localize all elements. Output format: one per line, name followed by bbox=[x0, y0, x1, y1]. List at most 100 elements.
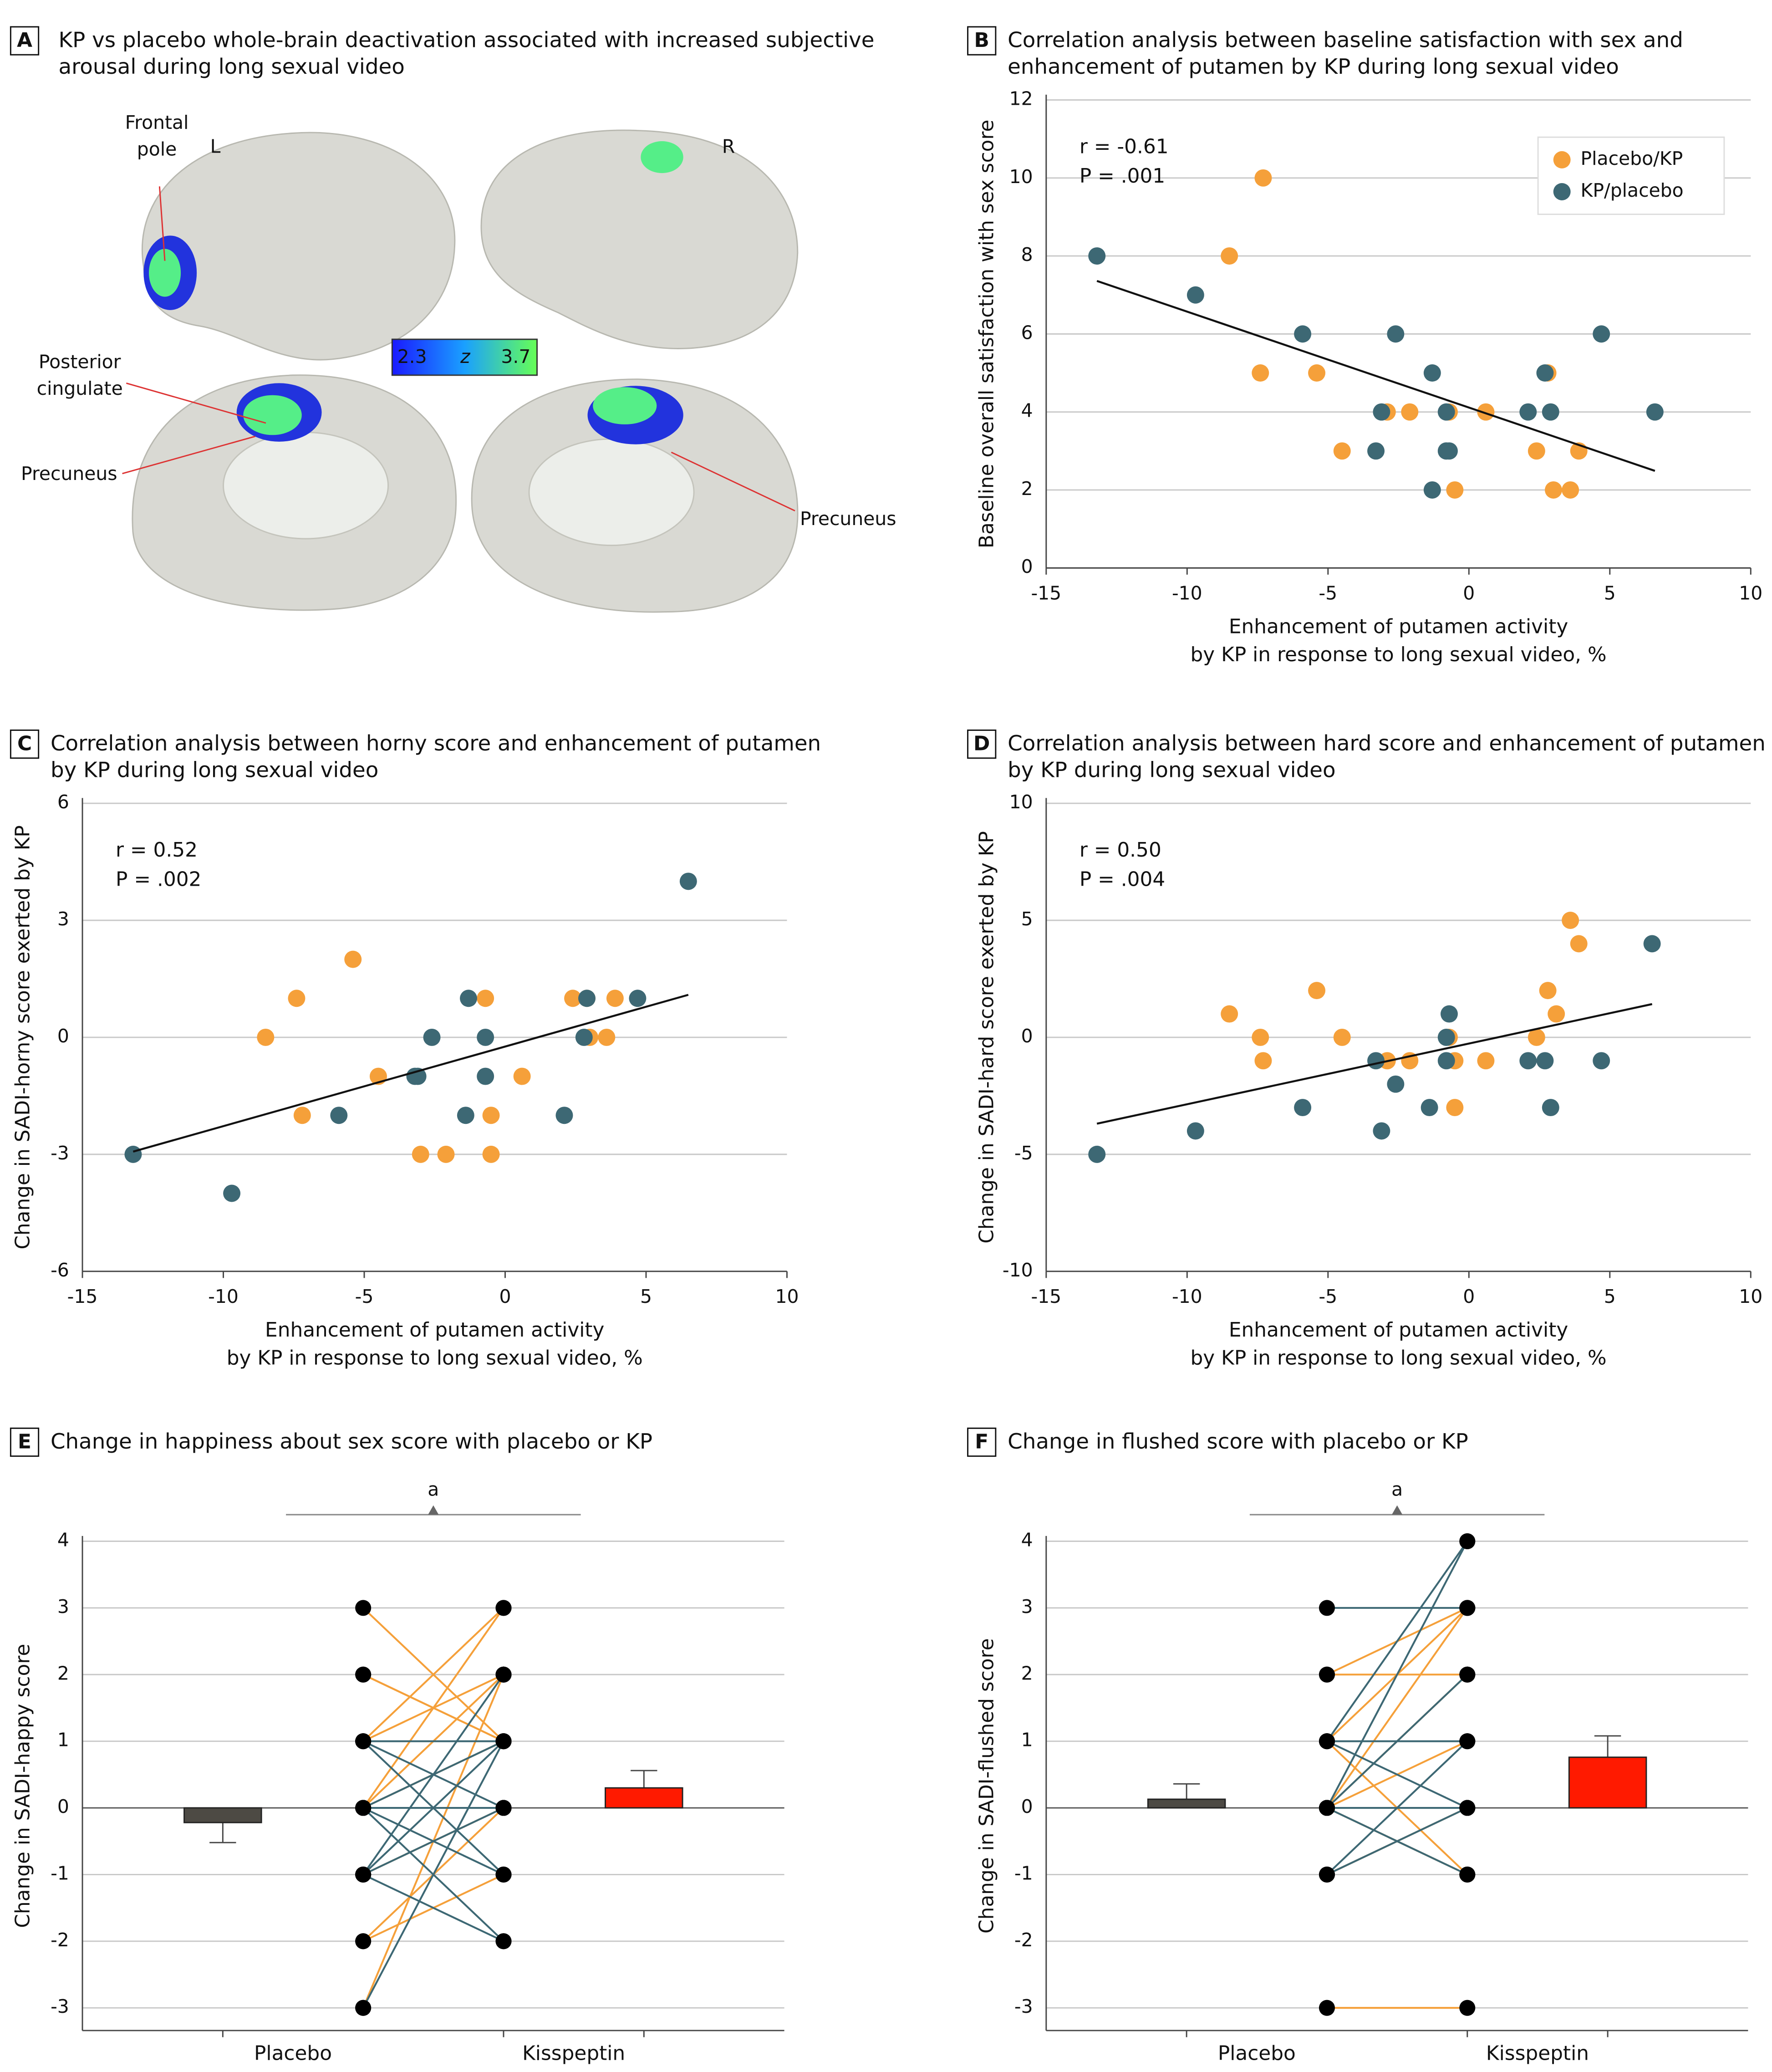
point bbox=[1221, 1005, 1238, 1023]
point bbox=[1333, 442, 1351, 460]
point bbox=[1252, 1028, 1269, 1046]
y-tick-label: -10 bbox=[1003, 1259, 1033, 1281]
x-tick-label: -5 bbox=[1319, 1286, 1337, 1307]
colorbar bbox=[391, 338, 538, 376]
pair-line bbox=[362, 1740, 504, 1875]
x-tick-label: -5 bbox=[1319, 582, 1337, 604]
point bbox=[564, 990, 582, 1007]
pair-line bbox=[1326, 1541, 1468, 1808]
point bbox=[495, 1800, 512, 1816]
point bbox=[1477, 403, 1495, 421]
y-tick-label: 3 bbox=[1021, 1596, 1033, 1618]
significance-marker bbox=[1391, 1505, 1403, 1515]
point bbox=[1459, 1800, 1476, 1816]
y-tick-label: 0 bbox=[1021, 1025, 1033, 1047]
point bbox=[495, 1733, 512, 1750]
panel-letter: E bbox=[18, 1430, 31, 1453]
colorbar-label: z bbox=[460, 346, 471, 367]
point bbox=[1423, 481, 1441, 499]
point bbox=[477, 1067, 494, 1085]
point bbox=[1319, 1866, 1335, 1883]
pair-line bbox=[1326, 1740, 1468, 1875]
legend-marker bbox=[1553, 183, 1571, 200]
y-axis-label: Change in SADI-flushed score bbox=[975, 1638, 998, 1934]
point bbox=[460, 990, 478, 1007]
point bbox=[1437, 403, 1455, 421]
activation bbox=[149, 249, 181, 297]
point bbox=[1254, 1052, 1272, 1070]
y-tick-label: 10 bbox=[1009, 791, 1033, 813]
point bbox=[1459, 2000, 1476, 2016]
panel-letter-box bbox=[10, 26, 40, 56]
point bbox=[1186, 286, 1204, 304]
y-tick-label: -5 bbox=[1014, 1142, 1033, 1164]
x-axis-label: Enhancement of putamen activity bbox=[265, 1318, 604, 1342]
panel-letter: F bbox=[975, 1430, 988, 1453]
y-tick-label: 1 bbox=[57, 1729, 69, 1751]
point bbox=[1437, 1052, 1455, 1070]
point bbox=[1528, 442, 1545, 460]
legend-box bbox=[1537, 136, 1725, 215]
pair-line bbox=[362, 1674, 504, 1742]
x-tick-label: Placebo bbox=[1218, 2042, 1296, 2065]
point bbox=[1308, 982, 1326, 1000]
point bbox=[1459, 1600, 1476, 1616]
panel-letter: D bbox=[973, 732, 990, 755]
point bbox=[1519, 403, 1537, 421]
panel-title: KP vs placebo whole-brain deactivation a… bbox=[58, 28, 874, 53]
x-tick-label: 10 bbox=[1739, 1286, 1762, 1307]
y-tick-label: 4 bbox=[1021, 400, 1033, 422]
point bbox=[495, 1666, 512, 1683]
y-tick-label: 2 bbox=[1021, 1662, 1033, 1684]
significance-marker bbox=[428, 1505, 439, 1515]
x-tick-label: 0 bbox=[1463, 582, 1475, 604]
x-tick-label: 10 bbox=[1739, 582, 1762, 604]
y-tick-label: 6 bbox=[1021, 322, 1033, 343]
point bbox=[1528, 1028, 1545, 1046]
panel-title: enhancement of putamen by KP during long… bbox=[1008, 55, 1619, 79]
fit-line bbox=[1096, 280, 1655, 472]
point bbox=[1593, 1052, 1610, 1070]
brain-left-lateral bbox=[141, 132, 456, 361]
pointer bbox=[158, 186, 166, 261]
significance-label: a bbox=[1391, 1479, 1403, 1500]
point bbox=[1446, 481, 1464, 499]
panel-title: by KP during long sexual video bbox=[51, 758, 378, 782]
annotation: r = 0.52 bbox=[116, 838, 198, 862]
point bbox=[606, 990, 624, 1007]
panel-letter-box bbox=[967, 730, 997, 759]
colorbar-tick-label: 3.7 bbox=[501, 346, 530, 367]
point bbox=[1477, 1052, 1495, 1070]
point bbox=[513, 1067, 531, 1085]
point bbox=[1459, 1733, 1476, 1750]
panel-letter: C bbox=[17, 732, 32, 755]
x-tick-label: 5 bbox=[1604, 582, 1616, 604]
point bbox=[1367, 1052, 1385, 1070]
point bbox=[124, 1145, 142, 1163]
point bbox=[355, 1800, 372, 1816]
annotation: r = -0.61 bbox=[1079, 135, 1169, 158]
x-tick-label: -10 bbox=[208, 1286, 239, 1307]
point bbox=[257, 1028, 275, 1046]
x-tick-label: -15 bbox=[67, 1286, 98, 1307]
point bbox=[495, 1933, 512, 1950]
pair-line bbox=[1326, 1541, 1468, 1742]
point bbox=[482, 1107, 500, 1124]
pair-line bbox=[1326, 1740, 1468, 1809]
point bbox=[1519, 1052, 1537, 1070]
pair-line bbox=[1326, 1607, 1468, 1809]
point bbox=[1294, 325, 1312, 343]
y-tick-label: 12 bbox=[1009, 88, 1033, 110]
point bbox=[1308, 364, 1326, 382]
point bbox=[1387, 325, 1405, 343]
brain-right-medial-inner bbox=[528, 438, 695, 546]
point bbox=[1373, 1122, 1390, 1140]
y-axis-label: Change in SADI-hard score exerted by KP bbox=[975, 831, 998, 1244]
y-tick-label: 0 bbox=[57, 1796, 69, 1817]
brain-left-medial-inner bbox=[223, 431, 389, 540]
point bbox=[423, 1028, 441, 1046]
point bbox=[288, 990, 306, 1007]
y-tick-label: -1 bbox=[51, 1862, 69, 1884]
point bbox=[1186, 1122, 1204, 1140]
